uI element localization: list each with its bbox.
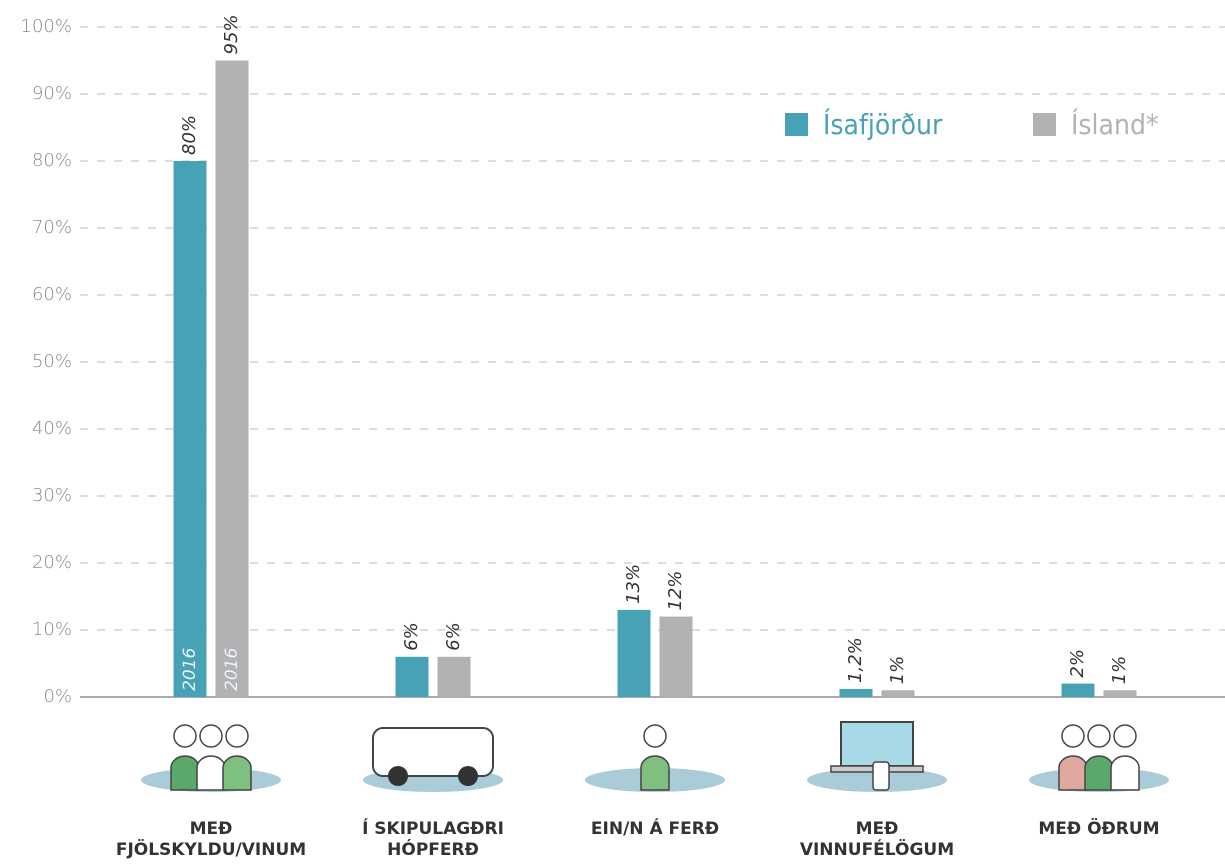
- bar: [395, 656, 429, 697]
- legend-label: Ísafjörður: [823, 107, 943, 141]
- y-tick-label: 40%: [32, 418, 72, 439]
- value-label: 80%: [179, 115, 200, 155]
- x-tick-label: MEÐ FJÖLSKYLDU/VINUM: [115, 819, 307, 860]
- bar: [839, 688, 873, 697]
- y-tick-label: 30%: [32, 485, 72, 506]
- y-tick-label: 60%: [32, 284, 72, 305]
- value-label: 1%: [1109, 656, 1130, 685]
- value-label: 6%: [401, 622, 422, 651]
- y-tick-label: 80%: [32, 150, 72, 171]
- bar: [617, 609, 651, 697]
- x-tick-label: EIN/N Á FERÐ: [590, 819, 720, 839]
- icon-head: [1087, 724, 1111, 748]
- legend-swatch: [785, 113, 808, 136]
- icon-head: [643, 724, 667, 748]
- x-tick-label: Í SKIPULAGÐRI HÓPFERÐ: [362, 819, 504, 860]
- icon-body: [196, 755, 226, 791]
- icon-van: [372, 727, 494, 777]
- value-label: 1,2%: [845, 637, 866, 683]
- icon-body: [1058, 755, 1088, 791]
- icon-body: [1084, 755, 1114, 791]
- icon-head: [199, 724, 223, 748]
- icon-head: [1061, 724, 1085, 748]
- legend-label: Ísland*: [1071, 107, 1159, 141]
- icon-body: [640, 755, 670, 791]
- icon-wheel: [388, 766, 408, 786]
- icon-wheel: [458, 766, 478, 786]
- y-tick-label: 10%: [32, 619, 72, 640]
- y-tick-label: 0%: [43, 686, 72, 707]
- bar: [881, 690, 915, 697]
- bar: [173, 161, 207, 697]
- icon-head: [225, 724, 249, 748]
- bar: [437, 656, 471, 697]
- icon-body: [1110, 755, 1140, 791]
- bar: [1103, 690, 1137, 697]
- y-tick-label: 70%: [32, 217, 72, 238]
- y-tick-label: 20%: [32, 552, 72, 573]
- bar-note: 2016: [222, 648, 242, 691]
- bar: [215, 60, 249, 697]
- bar-note: 2016: [180, 648, 200, 691]
- value-label: 95%: [221, 14, 242, 54]
- icon-body: [170, 755, 200, 791]
- value-label: 12%: [665, 571, 686, 611]
- y-tick-label: 100%: [21, 16, 72, 37]
- value-label: 1%: [887, 656, 908, 685]
- y-tick-label: 50%: [32, 351, 72, 372]
- y-tick-label: 90%: [32, 83, 72, 104]
- icon-head: [1113, 724, 1137, 748]
- value-label: 2%: [1067, 649, 1088, 678]
- x-tick-label: MEÐ VINNUFÉLÖGUM: [799, 819, 955, 860]
- icon-phone: [872, 761, 890, 791]
- icon-body: [222, 755, 252, 791]
- legend-swatch: [1033, 113, 1056, 136]
- x-tick-label: MEÐ ÖÐRUM: [1038, 819, 1160, 839]
- icon-laptop: [840, 721, 914, 767]
- bar: [1061, 683, 1095, 697]
- icon-head: [173, 724, 197, 748]
- value-label: 13%: [623, 564, 644, 604]
- value-label: 6%: [443, 622, 464, 651]
- bar: [659, 616, 693, 697]
